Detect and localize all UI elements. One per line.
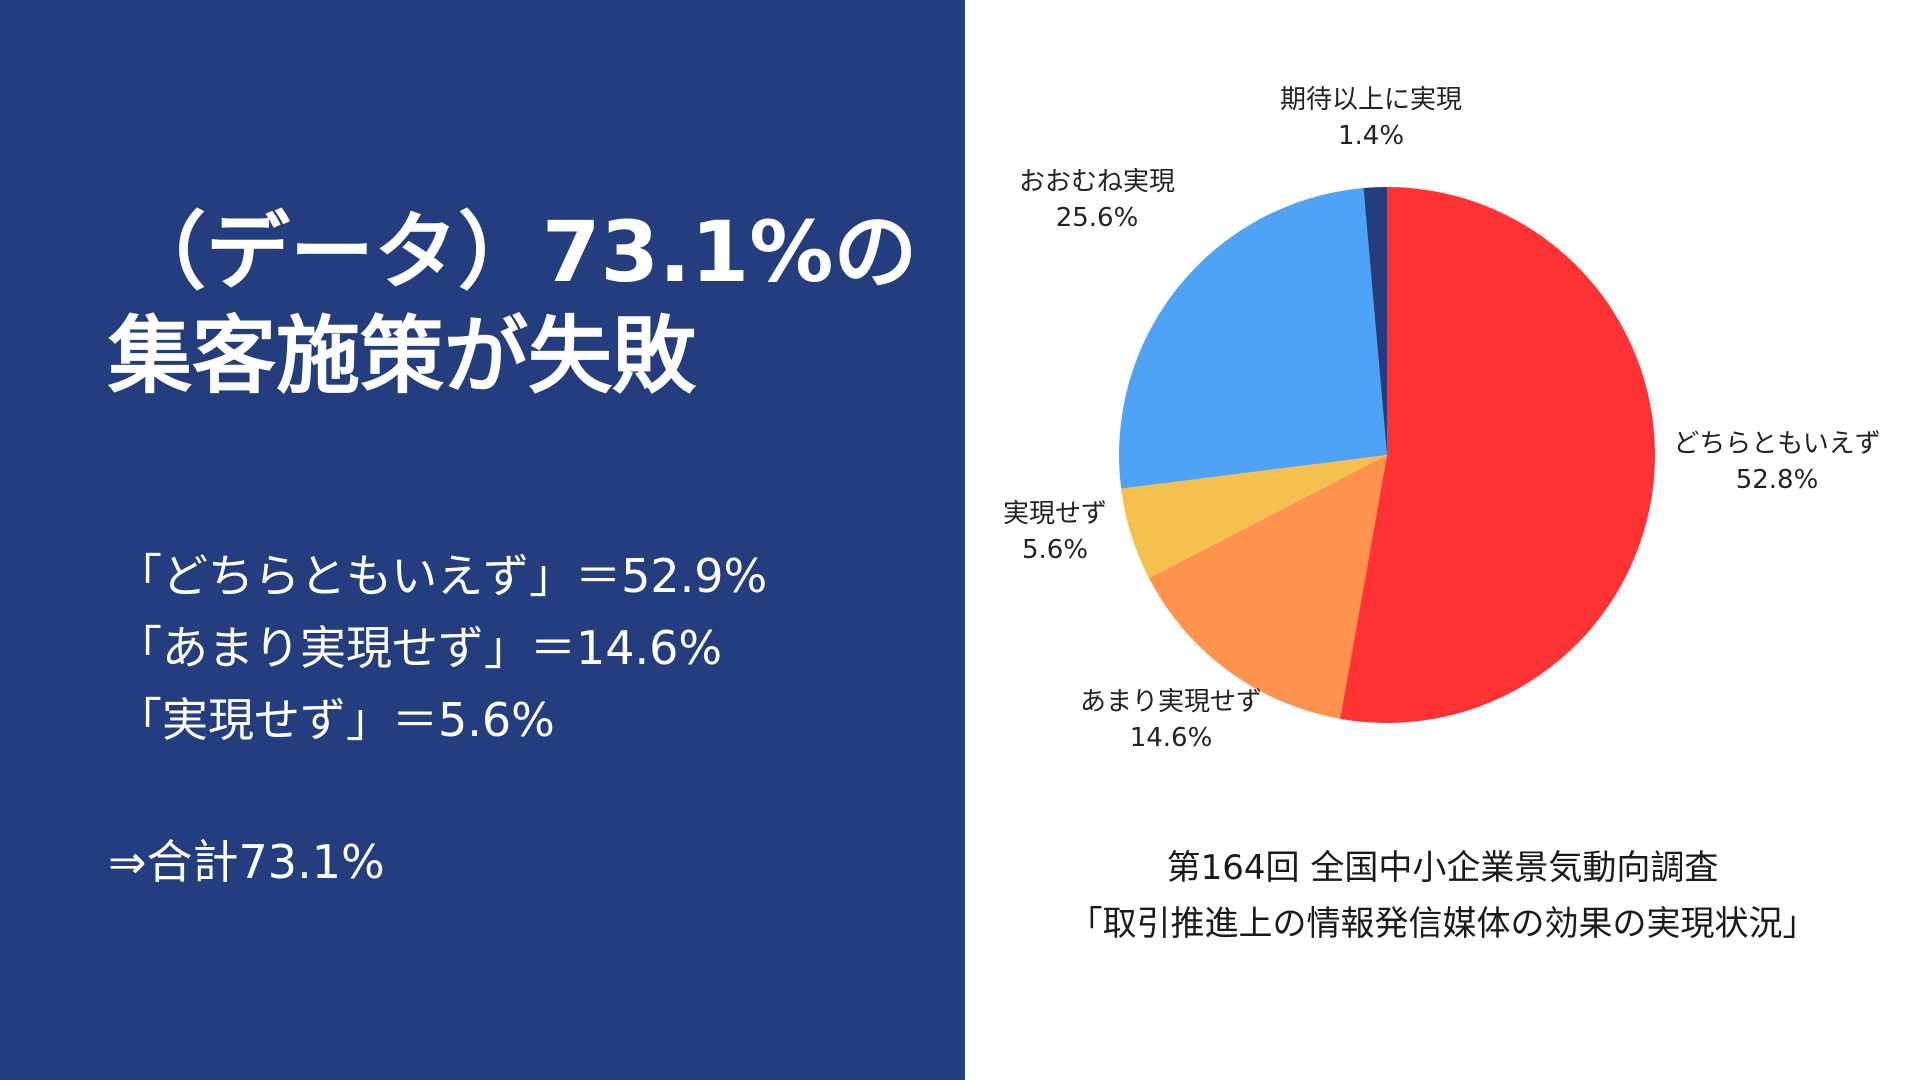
pie-slice-jitsugen-sezu — [1121, 455, 1387, 579]
pie-slice-kitai-ijou — [1363, 187, 1387, 455]
pie-slice-dochira — [1340, 187, 1656, 724]
stat-line-jitsugen-sezu: 「実現せず」＝5.6% — [116, 693, 555, 747]
caption-line-1: 第164回 全国中小企業景気動向調査 — [1166, 848, 1719, 888]
caption-line-2: 「取引推進上の情報発信媒体の効果の実現状況」 — [1068, 904, 1817, 944]
slice-label-amari: あまり実現せず — [1080, 687, 1262, 717]
slice-value-jitsugen-sezu: 5.6% — [1022, 535, 1088, 565]
left-panel: （データ）73.1%の 集客施策が失敗 「どちらともいえず」＝52.9% 「あま… — [0, 0, 965, 1080]
chart-caption: 第164回 全国中小企業景気動向調査 「取引推進上の情報発信媒体の効果の実現状況… — [965, 840, 1920, 952]
stats-list: 「どちらともいえず」＝52.9% 「あまり実現せず」＝14.6% 「実現せず」＝… — [108, 540, 946, 898]
slice-value-amari: 14.6% — [1130, 723, 1213, 753]
title-line-1: （データ）73.1%の — [122, 203, 918, 301]
slice-label-kitai-ijou: 期待以上に実現 — [1280, 85, 1462, 115]
chart-area: どちらともいえず 52.8% あまり実現せず 14.6% 実現せず 5.6% おおむね実現 2… — [965, 0, 1920, 1080]
slice-label-dochira: どちらともいえず — [1673, 429, 1880, 459]
pie-chart: どちらともいえず 52.8% あまり実現せず 14.6% 実現せず 5.6% おおむね実現 2… — [1003, 85, 1881, 753]
title-line-2: 集客施策が失敗 — [108, 307, 697, 405]
slice-label-jitsugen-sezu: 実現せず — [1003, 499, 1107, 529]
pie-slice-oomune — [1118, 188, 1387, 489]
stat-line-dochira: 「どちらともいえず」＝52.9% — [116, 549, 768, 603]
stat-line-amari: 「あまり実現せず」＝14.6% — [116, 621, 723, 675]
slice-value-oomune: 25.6% — [1056, 203, 1139, 233]
slice-label-oomune: おおむね実現 — [1019, 167, 1175, 197]
page-title: （データ）73.1%の 集客施策が失敗 — [108, 200, 958, 408]
pie-slice-amari — [1148, 455, 1387, 719]
stat-total: ⇒合計73.1% — [108, 835, 385, 889]
slice-value-kitai-ijou: 1.4% — [1338, 121, 1404, 151]
slice-value-dochira: 52.8% — [1736, 465, 1819, 495]
